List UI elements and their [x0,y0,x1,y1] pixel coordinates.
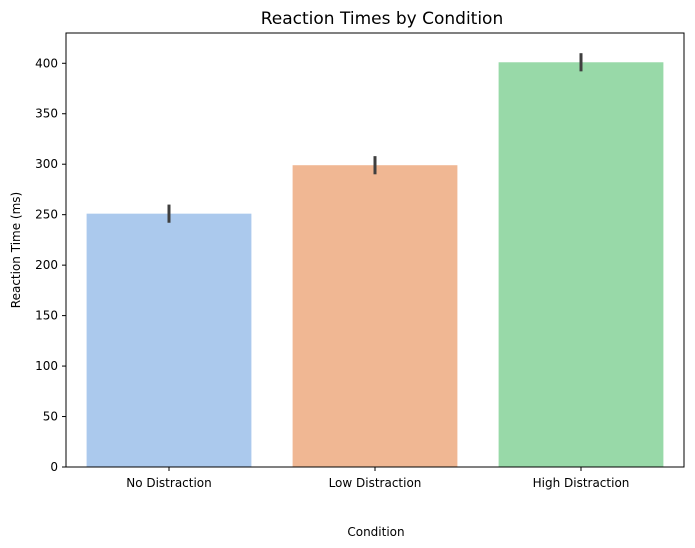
x-tick-label-2: Low Distraction [329,476,422,490]
y-tick-label-4: 150 [35,309,58,323]
bar-2 [292,165,458,467]
y-tick-label-1: 0 [50,460,58,474]
x-tick-label-3: High Distraction [533,476,630,490]
y-tick-label-9: 400 [35,56,58,70]
x-axis-label: Condition [347,525,404,539]
bar-1 [86,213,252,467]
y-axis-label: Reaction Time (ms) [9,192,23,308]
plot-area: No Distraction Low Distraction High Distra… [35,32,685,490]
y-tick-label-6: 250 [35,208,58,222]
y-tick-label-8: 350 [35,107,58,121]
y-tick-label-5: 200 [35,258,58,272]
x-tick-label-1: No Distraction [126,476,212,490]
y-tick-label-7: 300 [35,157,58,171]
y-tick-label-3: 100 [35,359,58,373]
bar-3 [498,62,664,467]
chart-title: Reaction Times by Condition [261,9,503,29]
y-tick-label-2: 50 [43,410,58,424]
plot-frame [65,32,685,468]
